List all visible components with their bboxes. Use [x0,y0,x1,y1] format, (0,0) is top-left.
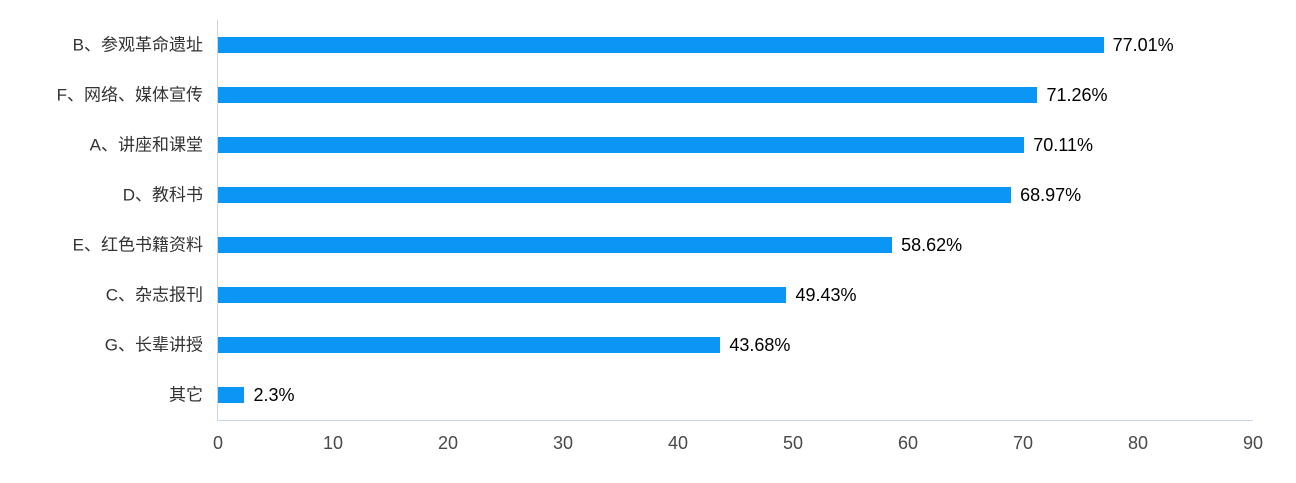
chart-row: C、杂志报刊 49.43% [106,270,1253,320]
x-axis-tick-label: 80 [1127,433,1149,453]
x-axis-tick-label: 20 [437,433,459,453]
data-label: 77.01% [1112,35,1174,55]
x-axis-tick-label: 50 [782,433,804,453]
bar [218,87,1038,103]
chart-row: E、红色书籍资料 58.62% [73,220,1253,270]
bar [218,337,721,353]
category-label: G、长辈讲授 [104,335,203,355]
category-label: B、参观革命遗址 [72,35,203,55]
chart-row: A、讲座和课堂 70.11% [90,120,1253,170]
data-label: 2.3% [253,385,295,405]
chart-row: D、教科书 68.97% [123,170,1253,220]
x-axis-tick-label: 10 [322,433,344,453]
bar [218,37,1104,53]
category-label: C、杂志报刊 [105,285,203,305]
data-label: 68.97% [1020,185,1082,205]
x-axis-tick-label: 60 [897,433,919,453]
x-axis-tick-label: 0 [212,433,224,453]
chart-row: B、参观革命遗址 77.01% [73,20,1253,70]
x-axis-tick-label: 40 [667,433,689,453]
bar [218,187,1012,203]
data-label: 71.26% [1046,85,1108,105]
x-axis-tick-label: 30 [552,433,574,453]
chart-row: G、长辈讲授 43.68% [105,320,1253,370]
x-axis-tick-label: 90 [1242,433,1264,453]
chart-row: 其它 2.3% [169,370,1253,420]
bar [218,387,245,403]
plot-area: B、参观革命遗址 77.01% F、网络、媒体宣传 71.26% A、讲座和课堂 70.1… [57,20,1263,452]
category-label: D、教科书 [122,185,203,205]
category-label: A、讲座和课堂 [89,135,203,155]
bar [218,237,893,253]
data-label: 49.43% [795,285,857,305]
category-label: 其它 [169,385,203,405]
data-label: 70.11% [1033,135,1093,155]
x-axis-tick-label: 70 [1012,433,1034,453]
category-label: E、红色书籍资料 [72,235,203,255]
data-label: 58.62% [901,235,963,255]
category-label: F、网络、媒体宣传 [56,85,203,105]
bar [218,137,1025,153]
chart-row: F、网络、媒体宣传 71.26% [57,70,1253,120]
data-label: 43.68% [729,335,791,355]
bar [218,287,787,303]
